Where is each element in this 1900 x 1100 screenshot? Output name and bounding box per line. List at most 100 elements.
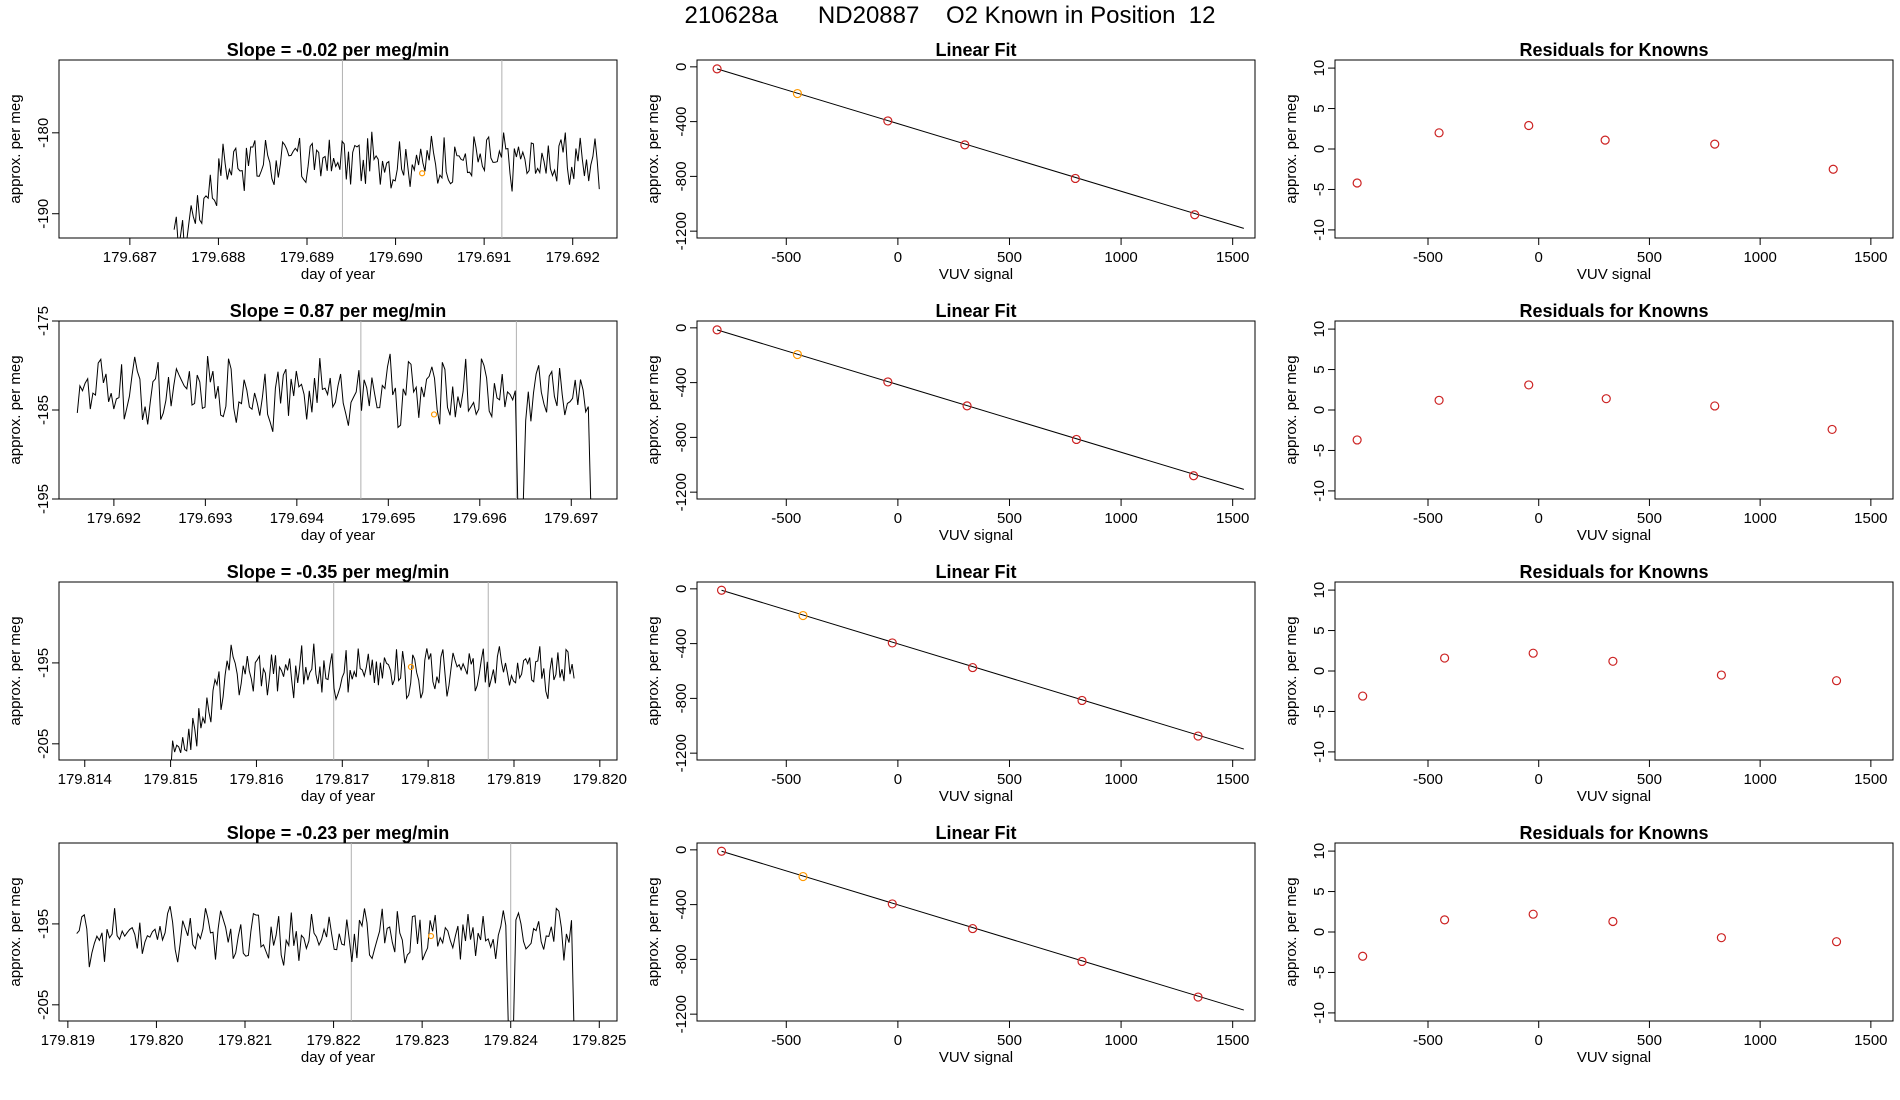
- x-tick-label: -500: [771, 1032, 801, 1049]
- y-tick-label: -800: [673, 683, 690, 713]
- data-point: [1190, 210, 1200, 220]
- y-axis-label: approx. per meg: [1283, 616, 1300, 725]
- plot-frame: [58, 842, 618, 1022]
- y-tick-label: -195: [35, 648, 52, 678]
- linear-fit-1: Linear Fit -500 0 500 1000 1500 0 -400 -800 -1200…: [645, 40, 1256, 283]
- y-tick-label: -800: [673, 161, 690, 191]
- y-tick-label: -190: [35, 199, 52, 229]
- x-tick-label: 500: [1637, 249, 1662, 266]
- known-marker: [427, 932, 435, 940]
- x-axis-label: VUV signal: [1577, 527, 1651, 544]
- y-axis-label: approx. per meg: [7, 616, 24, 725]
- data-point: [1358, 691, 1368, 701]
- x-tick-label: 179.819: [41, 1032, 95, 1049]
- x-tick-label: 500: [997, 510, 1022, 527]
- y-tick-label: -10: [1311, 480, 1328, 502]
- y-axis-label: approx. per meg: [7, 355, 24, 464]
- panel-title: Slope = 0.87 per meg/min: [230, 301, 447, 321]
- time-series-4: Slope = -0.23 per meg/min 179.819 179.820 1…: [7, 823, 626, 1066]
- x-axis-label: VUV signal: [939, 527, 1013, 544]
- y-axis-label: approx. per meg: [645, 616, 662, 725]
- x-tick-label: 1500: [1854, 1032, 1887, 1049]
- panel-title: Residuals for Knowns: [1519, 40, 1708, 60]
- x-tick-label: 500: [997, 249, 1022, 266]
- data-point: [1070, 173, 1080, 184]
- y-tick-label: -400: [673, 107, 690, 137]
- x-tick-label: 1000: [1743, 771, 1776, 788]
- fit-line: [716, 329, 1244, 490]
- x-tick-label: 179.815: [143, 771, 197, 788]
- x-axis-label: day of year: [301, 266, 375, 283]
- plot-frame: [58, 320, 618, 500]
- time-series-1: Slope = -0.02 per meg/min 179.687 179.688 1…: [7, 40, 618, 283]
- data-point: [1440, 915, 1450, 925]
- x-tick-label: 1000: [1104, 510, 1137, 527]
- x-tick-label: 179.824: [484, 1032, 538, 1049]
- y-tick-label: -800: [673, 422, 690, 452]
- y-axis-label: approx. per meg: [1283, 94, 1300, 203]
- x-tick-label: 179.816: [229, 771, 283, 788]
- x-tick-label: 179.821: [218, 1032, 272, 1049]
- data-point: [968, 923, 978, 934]
- y-tick-label: -800: [673, 944, 690, 974]
- plot-frame: [696, 320, 1256, 500]
- panel-title: Linear Fit: [935, 562, 1016, 582]
- x-tick-label: 179.695: [361, 510, 415, 527]
- data-point: [1352, 178, 1362, 188]
- x-tick-label: -500: [1413, 1032, 1443, 1049]
- x-tick-label: 179.823: [395, 1032, 449, 1049]
- linear-fit-3: Linear Fit -500 0 500 1000 1500 0 -400 -800 -1200…: [645, 562, 1256, 805]
- x-tick-label: -500: [771, 771, 801, 788]
- y-tick-label: 0: [673, 846, 690, 854]
- x-tick-label: 179.819: [487, 771, 541, 788]
- x-tick-label: 0: [1535, 510, 1543, 527]
- x-tick-label: 179.689: [280, 249, 334, 266]
- data-point: [883, 116, 893, 126]
- y-tick-label: -205: [35, 990, 52, 1020]
- y-tick-label: 5: [1311, 887, 1328, 895]
- y-tick-label: 10: [1311, 60, 1328, 77]
- plot-frame: [1334, 842, 1894, 1022]
- y-axis-label: approx. per meg: [1283, 877, 1300, 986]
- y-tick-label: 0: [673, 63, 690, 71]
- data-point: [798, 610, 808, 621]
- x-axis-label: VUV signal: [939, 788, 1013, 805]
- y-axis-label: approx. per meg: [7, 877, 24, 986]
- linear-fit-4: Linear Fit -500 0 500 1000 1500 0 -400 -800 -1200…: [645, 823, 1256, 1066]
- data-point: [712, 325, 722, 335]
- x-axis-label: VUV signal: [1577, 266, 1651, 283]
- y-tick-label: 0: [1311, 928, 1328, 936]
- fit-line: [721, 589, 1244, 750]
- y-axis-label: approx. per meg: [645, 94, 662, 203]
- x-tick-label: 1000: [1743, 510, 1776, 527]
- residuals-2: Residuals for Knowns -500 0 500 1000 1500 10 5 0…: [1283, 301, 1894, 544]
- x-tick-label: 500: [997, 771, 1022, 788]
- x-tick-label: 1500: [1854, 249, 1887, 266]
- y-axis-label: approx. per meg: [1283, 355, 1300, 464]
- x-tick-label: 179.825: [572, 1032, 626, 1049]
- linear-fit-2: Linear Fit -500 0 500 1000 1500 0 -400 -800 -1200…: [645, 301, 1256, 544]
- x-axis-label: day of year: [301, 1049, 375, 1066]
- x-tick-label: 0: [1535, 249, 1543, 266]
- data-point: [1077, 956, 1087, 967]
- x-tick-label: 0: [894, 249, 902, 266]
- y-tick-label: -10: [1311, 219, 1328, 241]
- series-trace: [76, 906, 575, 1021]
- data-point: [1710, 401, 1720, 411]
- residuals-3: Residuals for Knowns -500 0 500 1000 1500 10 5 0…: [1283, 562, 1894, 805]
- series-trace: [170, 643, 575, 760]
- x-tick-label: 179.688: [191, 249, 245, 266]
- data-point: [1716, 670, 1726, 680]
- x-tick-label: 0: [1535, 1032, 1543, 1049]
- series-trace: [76, 353, 592, 499]
- plot-frame: [696, 59, 1256, 239]
- data-point: [1831, 937, 1842, 947]
- known-marker: [407, 663, 415, 671]
- x-tick-label: -500: [771, 249, 801, 266]
- data-point: [1827, 424, 1837, 435]
- y-tick-label: -5: [1311, 966, 1328, 979]
- data-point: [1528, 909, 1538, 919]
- panel-title: Slope = -0.02 per meg/min: [227, 40, 450, 60]
- y-tick-label: 0: [1311, 667, 1328, 675]
- x-tick-label: 500: [1637, 1032, 1662, 1049]
